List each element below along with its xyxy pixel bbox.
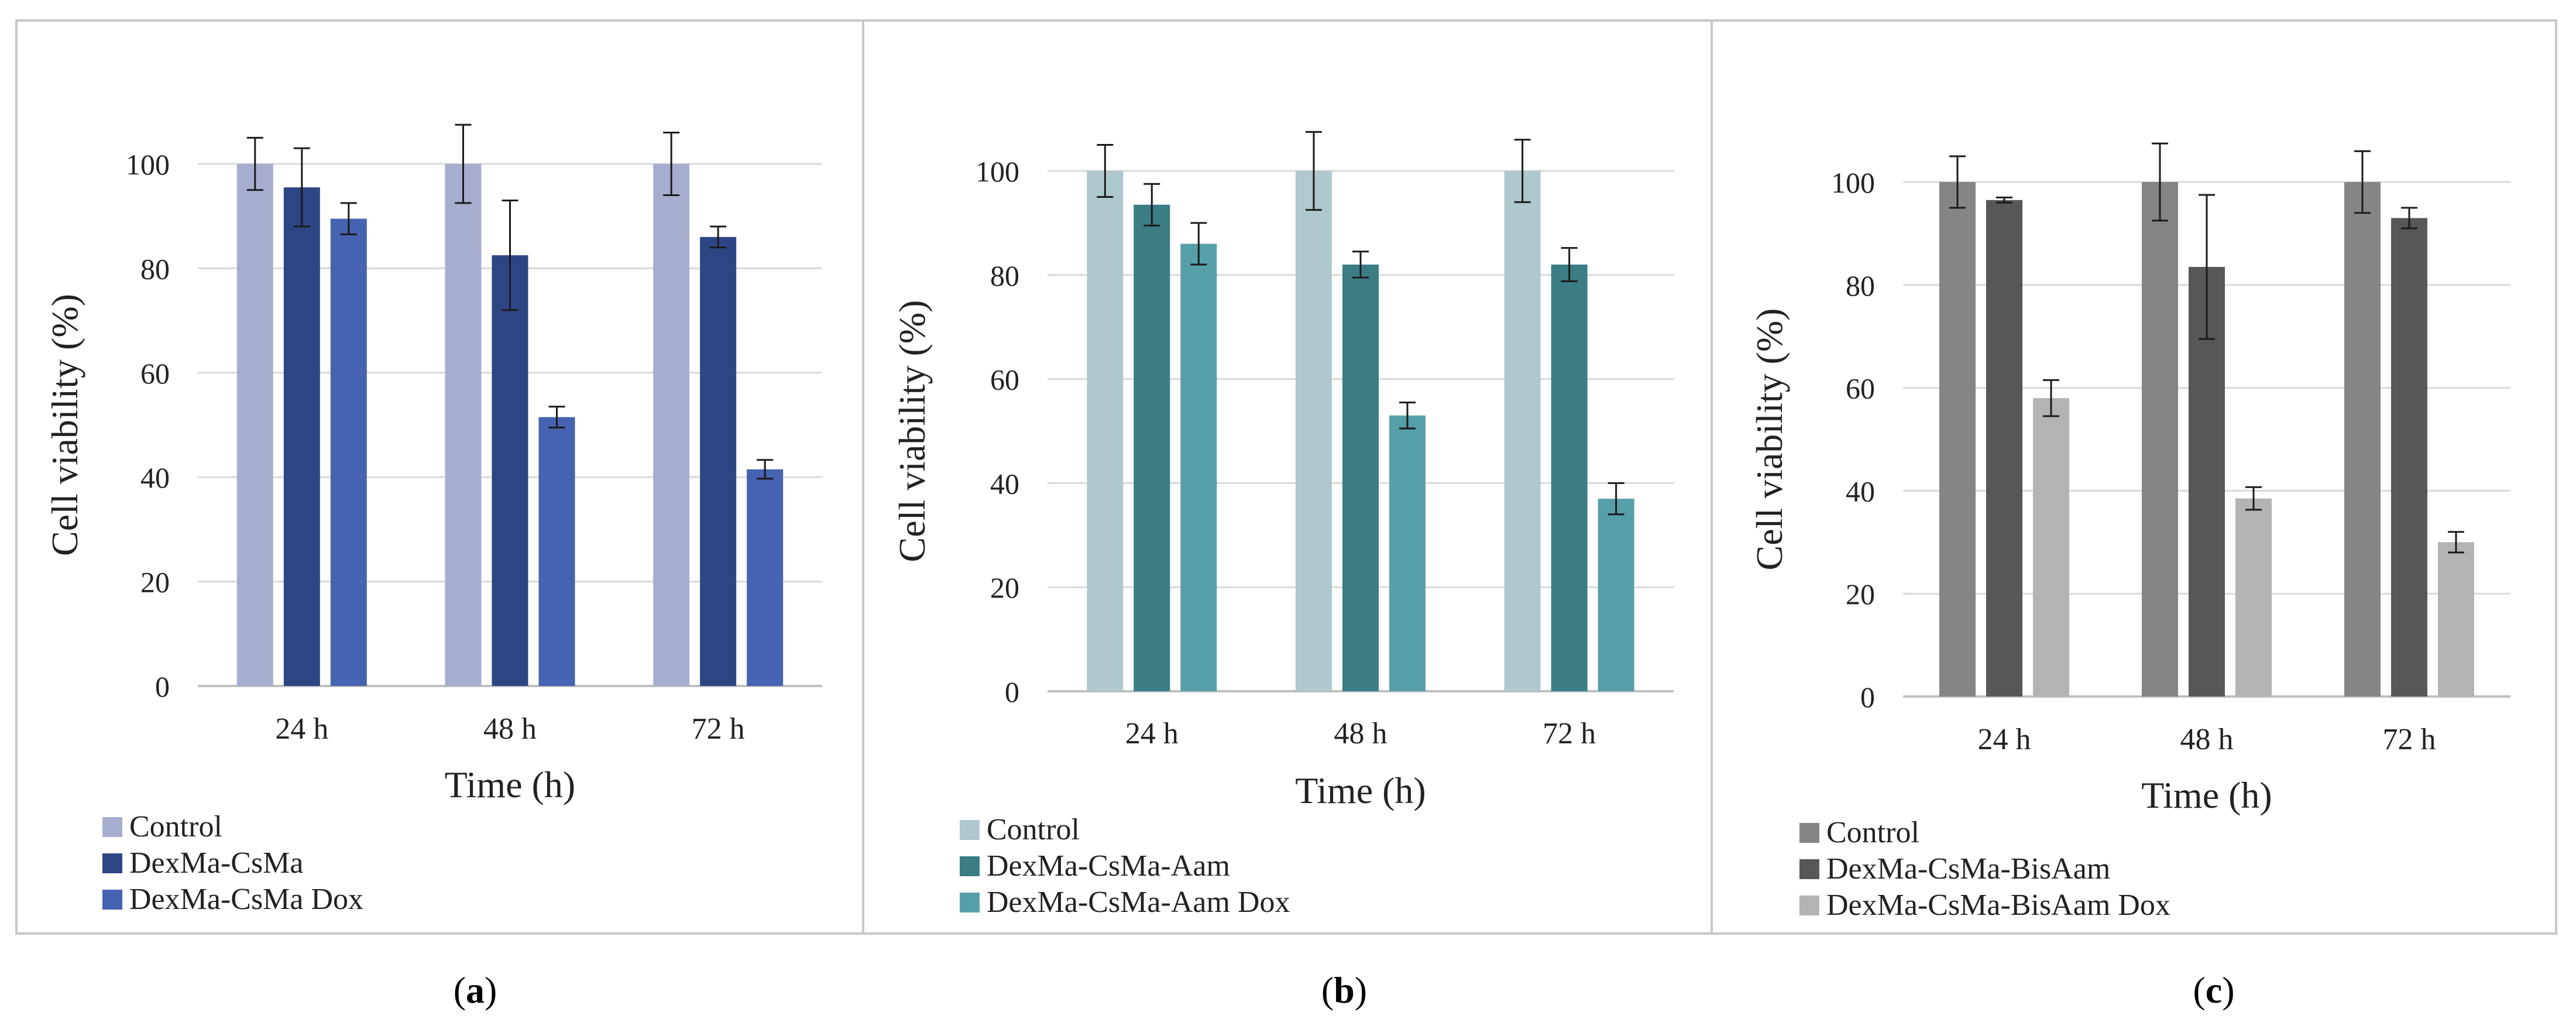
bar [2391, 218, 2427, 697]
y-tick-label: 0 [1860, 681, 1875, 713]
legend-label: DexMa-CsMa-BisAam Dox [1826, 889, 2170, 922]
y-tick-label: 100 [1831, 166, 1875, 199]
caption-a: (a) [453, 969, 497, 1011]
x-tick-label: 48 h [2180, 723, 2234, 756]
bar [2142, 182, 2178, 697]
legend-swatch [1799, 859, 1819, 879]
legend-swatch [960, 893, 980, 912]
bar [747, 469, 784, 686]
bar [700, 236, 737, 686]
y-axis-title: Cell viability (%) [1749, 308, 1790, 571]
bar [2033, 398, 2069, 697]
legend-swatch [102, 853, 122, 873]
x-tick-label: 72 h [692, 712, 745, 746]
x-tick-label: 24 h [275, 712, 328, 746]
x-tick-label: 72 h [1543, 717, 1596, 750]
bar [1986, 200, 2022, 697]
y-tick-label: 60 [990, 363, 1019, 396]
y-axis-title: Cell viability (%) [44, 294, 85, 556]
x-axis-title: Time (h) [445, 764, 575, 805]
bar [1551, 265, 1588, 691]
y-tick-label: 40 [1846, 475, 1875, 507]
figure-frame [15, 19, 2557, 935]
bar [1598, 499, 1634, 691]
legend-swatch [102, 890, 122, 910]
bar [653, 164, 690, 686]
bar [1296, 171, 1332, 691]
y-axis-title: Cell viability (%) [891, 300, 933, 562]
x-tick-label: 24 h [1125, 717, 1179, 750]
y-tick-label: 100 [126, 148, 170, 181]
legend-label: Control [129, 810, 222, 843]
y-tick-label: 0 [155, 670, 170, 703]
x-tick-label: 24 h [1978, 723, 2031, 756]
x-axis-title: Time (h) [1295, 770, 1426, 811]
legend-swatch [960, 820, 980, 840]
x-tick-label: 72 h [2383, 723, 2436, 756]
x-axis-title: Time (h) [2141, 774, 2272, 816]
bar [1939, 182, 1976, 697]
bar [1180, 243, 1217, 692]
y-tick-label: 80 [990, 259, 1019, 292]
chart-panel-b: 0 20 40 60 80 100 24 h 48 h 72 h Time (h) Cell via… [891, 131, 1674, 919]
caption-c: (c) [2193, 969, 2235, 1011]
bar [2235, 498, 2272, 697]
legend-label: Control [1826, 816, 1919, 849]
bar [538, 417, 575, 686]
bar [330, 218, 367, 686]
y-tick-label: 60 [1846, 372, 1875, 405]
legend-label: DexMa-CsMa-BisAam [1826, 852, 2110, 886]
legend-label: Control [987, 813, 1080, 846]
y-tick-label: 100 [976, 155, 1019, 188]
legend-label: DexMa-CsMa-Aam [987, 849, 1230, 883]
legend-swatch [960, 856, 980, 876]
legend-label: DexMa-CsMa-Aam Dox [987, 886, 1290, 919]
bar [1342, 265, 1379, 691]
y-tick-label: 40 [140, 461, 170, 494]
y-tick-label: 20 [1846, 578, 1875, 610]
legend-swatch [1799, 896, 1819, 915]
y-tick-label: 60 [140, 357, 170, 390]
y-tick-label: 20 [140, 566, 170, 599]
y-tick-label: 20 [990, 571, 1019, 604]
legend-swatch [1799, 823, 1819, 843]
bar [492, 255, 528, 687]
y-tick-label: 0 [1005, 675, 1019, 708]
y-tick-label: 40 [990, 467, 1019, 500]
x-tick-label: 48 h [483, 712, 537, 746]
bar [445, 164, 482, 686]
y-tick-label: 80 [140, 252, 170, 285]
chart-panel-c: 0 20 40 60 80 100 24 h 48 h 72 h Time (h) Cell via… [1749, 142, 2510, 922]
bar [283, 187, 320, 686]
bar [1389, 415, 1426, 691]
y-tick-label: 80 [1846, 269, 1875, 302]
bar [2344, 182, 2381, 697]
legend-label: DexMa-CsMa Dox [129, 883, 363, 916]
chart-panel-a: 0 20 40 60 80 100 24 h 48 h 72 h Time (h) Cell via… [44, 124, 822, 916]
bar [1134, 204, 1170, 691]
x-tick-label: 48 h [1334, 717, 1387, 750]
legend-label: DexMa-CsMa [129, 846, 304, 880]
bar [1087, 171, 1124, 691]
caption-b: (b) [1321, 969, 1368, 1011]
legend-swatch [102, 817, 122, 837]
bar [2438, 542, 2474, 697]
bar [1504, 171, 1541, 691]
bar [236, 164, 273, 686]
